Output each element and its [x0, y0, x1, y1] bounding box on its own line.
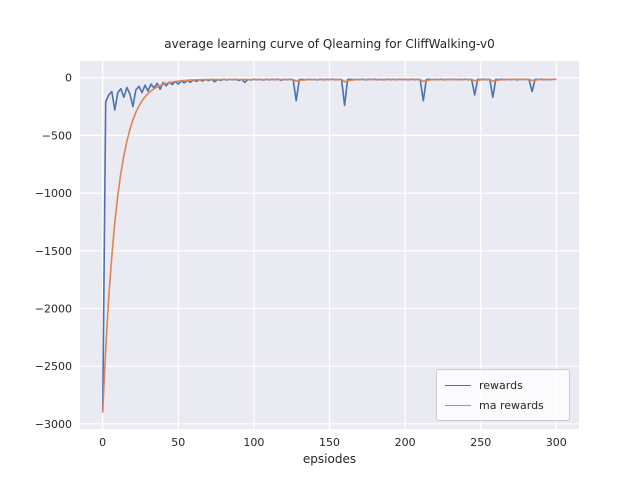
rewards-line-swatch-icon — [445, 384, 471, 386]
y-tick-label: 0 — [65, 72, 72, 85]
legend: rewards ma rewards — [436, 369, 570, 421]
x-tick-label: 50 — [171, 436, 185, 449]
legend-item-rewards: rewards — [445, 375, 561, 395]
y-tick-label: −2000 — [35, 302, 72, 315]
legend-label-rewards: rewards — [479, 378, 523, 392]
y-tick-label: −500 — [42, 129, 72, 142]
series-line-ma-rewards — [101, 78, 557, 413]
y-tick-label: −3000 — [35, 418, 72, 431]
chart-title: average learning curve of Qlearning for … — [164, 37, 495, 51]
x-axis-label: epsiodes — [302, 452, 357, 466]
x-tick-label: 250 — [470, 436, 491, 449]
x-tick-label: 150 — [319, 436, 340, 449]
legend-item-ma-rewards: ma rewards — [445, 395, 561, 415]
gridlines — [80, 61, 579, 429]
y-tick-label: −1500 — [35, 245, 72, 258]
ma-rewards-line-swatch-icon — [445, 404, 471, 406]
x-tick-label: 200 — [395, 436, 416, 449]
x-tick-label: 100 — [243, 436, 264, 449]
y-tick-label: −2500 — [35, 360, 72, 373]
y-tick-label: −1000 — [35, 187, 72, 200]
x-tick-label: 300 — [546, 436, 567, 449]
x-tick-label: 0 — [99, 436, 106, 449]
legend-label-ma-rewards: ma rewards — [479, 398, 544, 412]
